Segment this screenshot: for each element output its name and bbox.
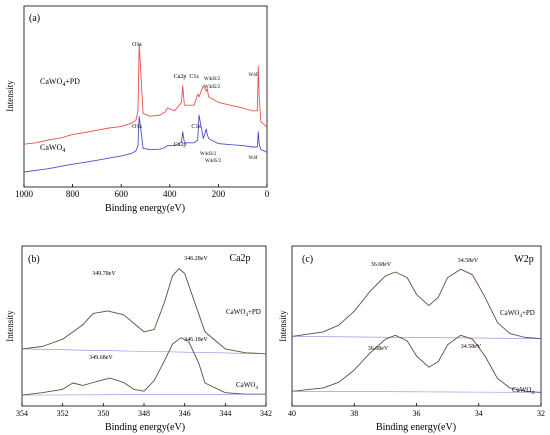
panel-c-x-ticks: 40 38 36 34 32 — [288, 403, 545, 418]
series-line-cawo4 — [291, 334, 542, 393]
panel-b: (b) Ca2p 354 352 350 348 346 344 342 Binding e… — [5, 245, 272, 433]
x-tick-label: 354 — [16, 409, 28, 418]
panel-b-y-axis-label: Intensity — [5, 310, 15, 342]
x-tick-label: 1000 — [15, 189, 34, 199]
x-tick-label: 344 — [219, 409, 231, 418]
x-tick-label: 0 — [265, 189, 270, 199]
panel-c-plot — [291, 268, 542, 393]
panel-b-plot — [21, 268, 267, 396]
series-baseline — [291, 390, 542, 393]
x-tick-label: 350 — [97, 409, 109, 418]
x-tick-label: 40 — [288, 409, 296, 418]
panel-b-label: (b) — [28, 254, 40, 265]
annot-a-c1s-bottom: C1s — [191, 124, 201, 130]
panel-c-series-label-cawo4-pd: CaWO4+PD — [500, 309, 535, 319]
annot-a-w4f-top: W4f — [249, 73, 258, 78]
panel-a-y-axis-label: Intensity — [5, 80, 15, 112]
panel-c-series-label-cawo4: CaWO4 — [512, 386, 534, 396]
x-tick-label: 352 — [57, 409, 69, 418]
panel-a-x-ticks: 1000 800 600 400 200 0 — [15, 184, 270, 199]
panel-b-series-label-cawo4: CaWO4 — [236, 381, 258, 391]
series-line-cawo4-pd — [23, 43, 268, 145]
annot-b-peak-346-28: 346.28eV — [184, 256, 208, 262]
x-tick-label: 342 — [260, 409, 272, 418]
x-tick-label: 34 — [475, 409, 483, 418]
panel-a-series-label-cawo4: CaWO4 — [40, 143, 65, 154]
annot-c-peak-34-58-bottom: 34.58eV — [461, 344, 482, 350]
annot-c-peak-34-58-top: 34.58eV — [458, 258, 479, 264]
annot-a-w4d52-bottom: W4d5/2 — [205, 159, 222, 164]
x-tick-label: 346 — [179, 409, 191, 418]
panel-c-y-axis-label: Intensity — [278, 310, 288, 342]
panel-b-series-label-cawo4-pd: CaWO4+PD — [226, 308, 261, 318]
annot-c-peak-36-68-top: 36.68eV — [371, 262, 392, 268]
annot-b-peak-349-78: 349.78eV — [92, 271, 116, 277]
series-line-cawo4-pd — [291, 268, 542, 340]
series-baseline — [21, 393, 267, 396]
x-tick-label: 348 — [138, 409, 150, 418]
panel-a-plot — [23, 43, 268, 173]
panel-a-label: (a) — [29, 13, 40, 24]
panel-a-x-axis-label: Binding energy(eV) — [105, 203, 185, 214]
annot-a-o1s-top: O1s — [132, 42, 142, 48]
panel-b-x-axis-label: Binding energy(eV) — [105, 422, 185, 433]
series-line-cawo4 — [23, 114, 268, 173]
series-line-cawo4-pd — [21, 268, 267, 355]
panel-a-frame — [23, 5, 268, 188]
x-tick-label: 32 — [537, 409, 545, 418]
panel-c-title: W2p — [514, 254, 533, 265]
annot-b-peak-349-68: 349.68eV — [89, 355, 113, 361]
x-tick-label: 38 — [350, 409, 358, 418]
panel-c-frame — [291, 245, 542, 407]
x-tick-label: 36 — [413, 409, 421, 418]
x-tick-label: 600 — [114, 189, 128, 199]
annot-a-o1s-bottom: O1s — [132, 124, 142, 130]
panel-c-x-axis-label: Binding energy(eV) — [376, 422, 456, 433]
panel-a: (a) 1000 800 600 400 200 0 Binding energy(eV)… — [5, 5, 270, 214]
annot-a-w4d52-top: W4d5/2 — [204, 85, 221, 90]
panel-c: (c) W2p 40 38 36 34 32 Binding energy(eV) In… — [278, 245, 545, 433]
panel-a-series-label-cawo4-pd: CaWO4+PD — [40, 77, 80, 88]
annot-a-w4d32-top: W4d3/2 — [204, 77, 221, 82]
annot-a-w4d32-bottom: W4d3/2 — [200, 152, 217, 157]
x-tick-label: 800 — [66, 189, 80, 199]
x-tick-label: 200 — [212, 189, 226, 199]
panel-b-title: Ca2p — [229, 253, 250, 264]
annot-b-peak-346-18: 346.18eV — [184, 337, 208, 343]
panel-c-label: (c) — [302, 254, 313, 265]
annot-c-peak-36-68-bottom: 36.68eV — [368, 346, 389, 352]
annot-a-ca2p-top: Ca2p — [174, 74, 187, 80]
x-tick-label: 400 — [163, 189, 177, 199]
panel-b-frame — [21, 245, 267, 407]
series-baseline — [21, 348, 267, 355]
annot-a-ca2p-bottom: Ca2p — [174, 142, 187, 148]
panel-b-x-ticks: 354 352 350 348 346 344 342 — [16, 403, 272, 418]
annot-a-w4f-bottom: W4f — [249, 156, 258, 161]
series-line-cawo4 — [21, 337, 266, 396]
annot-a-c1s-top: C1s — [189, 74, 199, 80]
series-baseline — [291, 336, 542, 339]
